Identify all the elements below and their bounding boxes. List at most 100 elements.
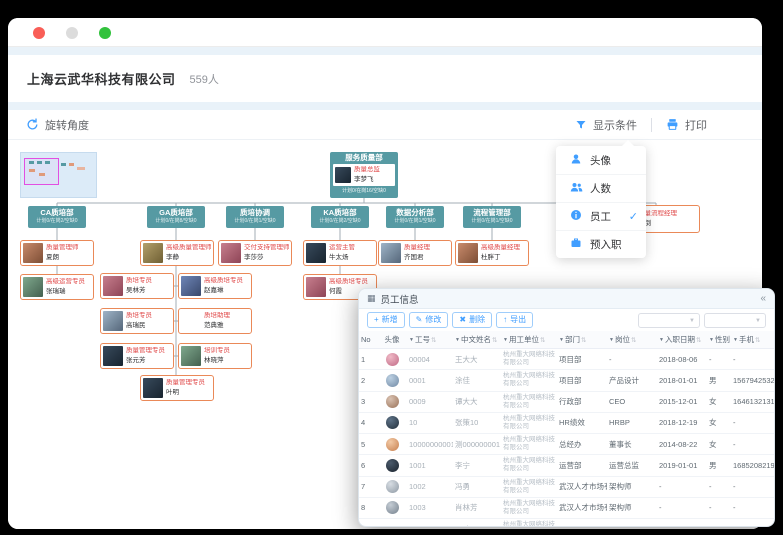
cell-dept: 运营部: [557, 454, 607, 477]
column-header[interactable]: ▼岗位⇅: [607, 331, 657, 349]
person-title: 高级质培专员: [204, 277, 243, 284]
sort-icon[interactable]: ⇅: [430, 337, 437, 344]
person-title: 质量流程经理: [638, 210, 677, 217]
filter-funnel-icon: ▼: [733, 337, 738, 343]
column-label: 部门: [564, 335, 580, 344]
cell-gender: 男: [707, 454, 731, 477]
cell-hire_date: 2018-08-06: [657, 348, 707, 371]
column-header[interactable]: ▼性别⇅: [707, 331, 731, 349]
cell-no: 8: [359, 497, 377, 520]
person-card[interactable]: 质培助理 范典雅: [178, 308, 252, 334]
table-row[interactable]: 5 10000000001 测000000001 杭州重大网络科技有限公司 总经办 董事长…: [359, 433, 774, 456]
add-button[interactable]: + 新增: [367, 312, 405, 328]
cell-gender: -: [707, 497, 731, 520]
column-header[interactable]: ▼入职日期⇅: [657, 331, 707, 349]
minimize-window-icon[interactable]: [66, 27, 78, 39]
cell-position: 董事长: [607, 433, 657, 456]
cell-name: 测000000001: [453, 433, 501, 456]
button-label: 导出: [510, 315, 527, 324]
column-label: 岗位: [614, 335, 630, 344]
person-name: 何霞: [329, 288, 342, 295]
person-card[interactable]: 质培专员 高瑞民: [100, 308, 174, 334]
dept-node-ka[interactable]: KA质培部 计划0/在岗2/空缺0: [311, 206, 369, 228]
cell-no: 3: [359, 391, 377, 413]
menu-item-employee[interactable]: 员工 ✓: [556, 202, 646, 230]
collapse-icon[interactable]: «: [760, 293, 766, 304]
menu-item-preboarding[interactable]: 预入职: [556, 230, 646, 258]
person-card[interactable]: 培训专员 林晓萍: [178, 343, 252, 369]
table-row[interactable]: 91004羽珐杭州重大网络科技有限公司-----: [359, 518, 774, 526]
filter-funnel-icon: ▼: [709, 337, 714, 343]
button-label: 删除: [469, 315, 486, 324]
person-card[interactable]: 质量管理专员 叶明: [140, 375, 214, 401]
person-card[interactable]: 交付支持管理师 李莎莎: [218, 240, 292, 266]
avatar: [385, 437, 399, 451]
sort-icon[interactable]: ⇅: [539, 337, 546, 344]
menu-item-label: 头像: [590, 154, 611, 167]
dept-node-process-mgmt[interactable]: 流程管理部 计划0/在岗1/空缺0: [463, 206, 521, 228]
dept-node-ca[interactable]: CA质培部 计划0/在岗2/空缺0: [28, 206, 86, 228]
close-window-icon[interactable]: [33, 27, 45, 39]
org-root-node[interactable]: 服务质量部 质量总监 李梦飞 计划0/在岗16/空缺0: [330, 152, 398, 198]
person-title: 交付支持管理师: [244, 244, 289, 251]
table-row[interactable]: 6 1001 李宁 杭州重大网络科技有限公司 运营部 运营总监 2019-01-01 男 168…: [359, 454, 774, 477]
cell-gender: 女: [707, 391, 731, 413]
column-header[interactable]: ▼部门⇅: [557, 331, 607, 349]
export-button[interactable]: ↑ 导出: [496, 312, 534, 328]
dept-node-ga[interactable]: GA质培部 计划0/在岗8/空缺0: [147, 206, 205, 228]
cell-gender: -: [707, 476, 731, 498]
table-row[interactable]: 4 10 张策10 杭州重大网络科技有限公司 HR绩效 HRBP 2018-12-19 女 -: [359, 412, 774, 435]
filter-select-1[interactable]: ▼: [638, 312, 700, 328]
cell-position: 架构师: [607, 497, 657, 520]
person-title: 质培助理: [204, 312, 230, 319]
column-header[interactable]: ▼中文姓名⇅: [453, 331, 501, 349]
filter-select-2[interactable]: ▼: [704, 312, 766, 328]
person-card[interactable]: 质量管理师 夏朗: [20, 240, 94, 266]
rotate-icon: [27, 118, 38, 130]
table-row[interactable]: 81003肖林芳杭州重大网络科技有限公司武汉人才市场有...架构师---: [359, 497, 774, 520]
column-header[interactable]: ▼工号⇅: [407, 331, 453, 349]
print-button[interactable]: 打印: [666, 117, 707, 133]
cell-avatar: [377, 476, 407, 498]
edit-button[interactable]: ✎ 修改: [408, 312, 449, 328]
dept-stats: 计划0/在岗8/空缺0: [155, 218, 197, 224]
table-row[interactable]: 3 0009 谭大大 杭州重大网络科技有限公司 行政部 CEO 2015-12-01 女 164…: [359, 391, 774, 413]
person-card[interactable]: 高级质培专员 赵嘉琳: [178, 273, 252, 299]
menu-item-avatar[interactable]: 头像: [556, 146, 646, 174]
table-row[interactable]: 71002冯勇杭州重大网络科技有限公司武汉人才市场有...架构师---: [359, 476, 774, 498]
column-header[interactable]: ▼用工单位⇅: [501, 331, 557, 349]
sort-icon[interactable]: ⇅: [754, 337, 761, 344]
minimap[interactable]: [20, 152, 97, 198]
column-header[interactable]: ▼手机⇅: [731, 331, 774, 349]
cell-company: 杭州重大网络科技有限公司: [501, 497, 557, 520]
company-header: 上海云武华科技有限公司 559人: [8, 55, 762, 102]
sort-icon[interactable]: ⇅: [491, 337, 498, 344]
menu-item-headcount[interactable]: 人数: [556, 174, 646, 202]
sort-icon[interactable]: ⇅: [630, 337, 637, 344]
cell-id: 1004: [407, 518, 453, 526]
person-name: 齐国君: [404, 254, 424, 261]
person-card[interactable]: 高级质量经理 杜胖丁: [455, 240, 529, 266]
dept-stats: 计划0/在岗2/空缺0: [319, 218, 361, 224]
person-card[interactable]: 高级运营专员 张瑞瑞: [20, 274, 94, 300]
table-row[interactable]: 1 00004 王大大 杭州重大网络科技有限公司 项目部 -2018-08-06- -: [359, 348, 774, 371]
person-card[interactable]: 质量管理专员 张元芳: [100, 343, 174, 369]
person-card[interactable]: 质培专员 吴林芳: [100, 273, 174, 299]
person-card[interactable]: 高级质量管理师 李静: [140, 240, 214, 266]
zoom-window-icon[interactable]: [99, 27, 111, 39]
dept-node-coordination[interactable]: 质培协调 计划0/在岗1/空缺0: [226, 206, 284, 228]
dept-node-data-analysis[interactable]: 数据分析部 计划0/在岗1/空缺0: [386, 206, 444, 228]
cell-phone: -: [731, 433, 774, 456]
delete-button[interactable]: ✖ 删除: [452, 312, 493, 328]
cell-name: 羽珐: [453, 518, 501, 526]
sort-icon[interactable]: ⇅: [580, 337, 587, 344]
sort-icon[interactable]: ⇅: [695, 337, 702, 344]
window-titlebar: [8, 18, 762, 47]
table-row[interactable]: 2 0001 涂佳 杭州重大网络科技有限公司 项目部 产品设计 2018-01-01 男 156…: [359, 369, 774, 392]
display-conditions-button[interactable]: 显示条件: [575, 117, 637, 133]
filter-icon: [576, 120, 586, 128]
person-card[interactable]: 质量经理 齐国君: [378, 240, 452, 266]
person-card[interactable]: 运营主管 牛太炀: [303, 240, 377, 266]
person-photo: [143, 378, 163, 398]
rotate-angle-button[interactable]: 旋转角度: [26, 117, 89, 133]
